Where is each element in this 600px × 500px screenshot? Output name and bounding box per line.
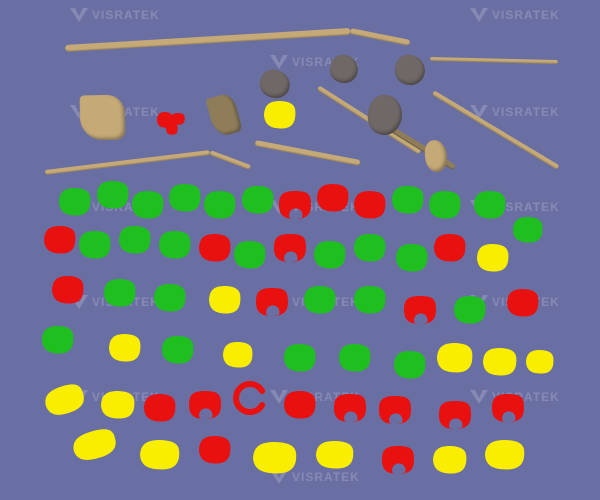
blob-green [169, 184, 201, 212]
blob-red [189, 391, 221, 419]
debris-lump [257, 67, 293, 101]
blob-green [162, 336, 194, 364]
blob-yellow [485, 440, 525, 470]
blob-green [354, 234, 386, 262]
blob-yellow [101, 391, 135, 419]
blob-red [382, 446, 414, 474]
debris-chip [80, 95, 126, 141]
blob-yellow [437, 343, 473, 373]
blob-yellow [109, 334, 141, 362]
blob-red [492, 394, 524, 422]
blob-yellow [477, 244, 509, 272]
blob-yellow [223, 342, 253, 368]
watermark: VISRATEK [470, 8, 560, 22]
blob-green [132, 191, 164, 219]
blob-green [154, 284, 186, 312]
blob-green [284, 344, 316, 372]
blob-red [199, 234, 231, 262]
blob-red [317, 184, 349, 212]
blob-yellow [264, 101, 296, 129]
blob-yellow [253, 442, 297, 474]
debris-twig [432, 90, 560, 169]
debris-lump [392, 52, 428, 88]
blob-ring [233, 381, 267, 415]
blob-red [279, 191, 311, 219]
blob-red [354, 191, 386, 219]
blob-green [394, 351, 426, 379]
blob-green [304, 286, 336, 314]
blob-red [52, 276, 84, 304]
blob-yellow [73, 431, 117, 459]
blob-red [334, 394, 366, 422]
watermark-text: VISRATEK [92, 8, 160, 22]
blob-green [42, 326, 74, 354]
blob-green [474, 191, 506, 219]
blob-yellow [45, 386, 85, 414]
blob-yellow [433, 446, 467, 474]
blob-green [59, 188, 91, 216]
blob-red [144, 394, 176, 422]
image-canvas: VISRATEKVISRATEKVISRATEKVISRATEKVISRATEK… [0, 0, 600, 500]
blob-yellow [140, 440, 180, 470]
debris-twig [388, 125, 456, 170]
blob-red [507, 289, 539, 317]
blob-green [392, 186, 424, 214]
blob-green [204, 191, 236, 219]
watermark-text: VISRATEK [492, 8, 560, 22]
blob-green [354, 286, 386, 314]
blob-yellow [316, 441, 354, 469]
watermark: VISRATEK [470, 105, 560, 119]
blob-yellow [209, 286, 241, 314]
blob-green [159, 231, 191, 259]
blob-green [314, 241, 346, 269]
blob-green [454, 296, 486, 324]
watermark-text: VISRATEK [492, 105, 560, 119]
blob-green [234, 241, 266, 269]
blob-red [379, 396, 411, 424]
debris-chip [205, 92, 242, 138]
blob-red [284, 391, 316, 419]
debris-twig [430, 57, 558, 64]
debris-twig [254, 140, 360, 166]
watermark-text: VISRATEK [292, 470, 360, 484]
blob-green [513, 217, 543, 243]
debris-twig [45, 150, 211, 175]
blob-green [119, 226, 151, 254]
debris-lump [327, 52, 361, 86]
blob-green [104, 279, 136, 307]
blob-red [44, 226, 76, 254]
blob-green [79, 231, 111, 259]
debris-lump [424, 139, 449, 173]
blob-green [429, 191, 461, 219]
blob-red [404, 296, 436, 324]
debris-twig [349, 28, 410, 46]
blob-red [256, 288, 288, 316]
blob-green [242, 186, 274, 214]
blob-green [97, 181, 129, 209]
debris-twig [65, 28, 350, 52]
blob-red [199, 436, 231, 464]
watermark: VISRATEK [70, 8, 160, 22]
blob-red [434, 234, 466, 262]
blob-red [274, 234, 306, 262]
debris-twig [209, 150, 251, 170]
blob-yellow [483, 348, 517, 376]
blob-green [339, 344, 371, 372]
blob-red [439, 401, 471, 429]
blob-yellow [526, 350, 554, 374]
blob-green [396, 244, 428, 272]
blob-red [166, 122, 178, 134]
